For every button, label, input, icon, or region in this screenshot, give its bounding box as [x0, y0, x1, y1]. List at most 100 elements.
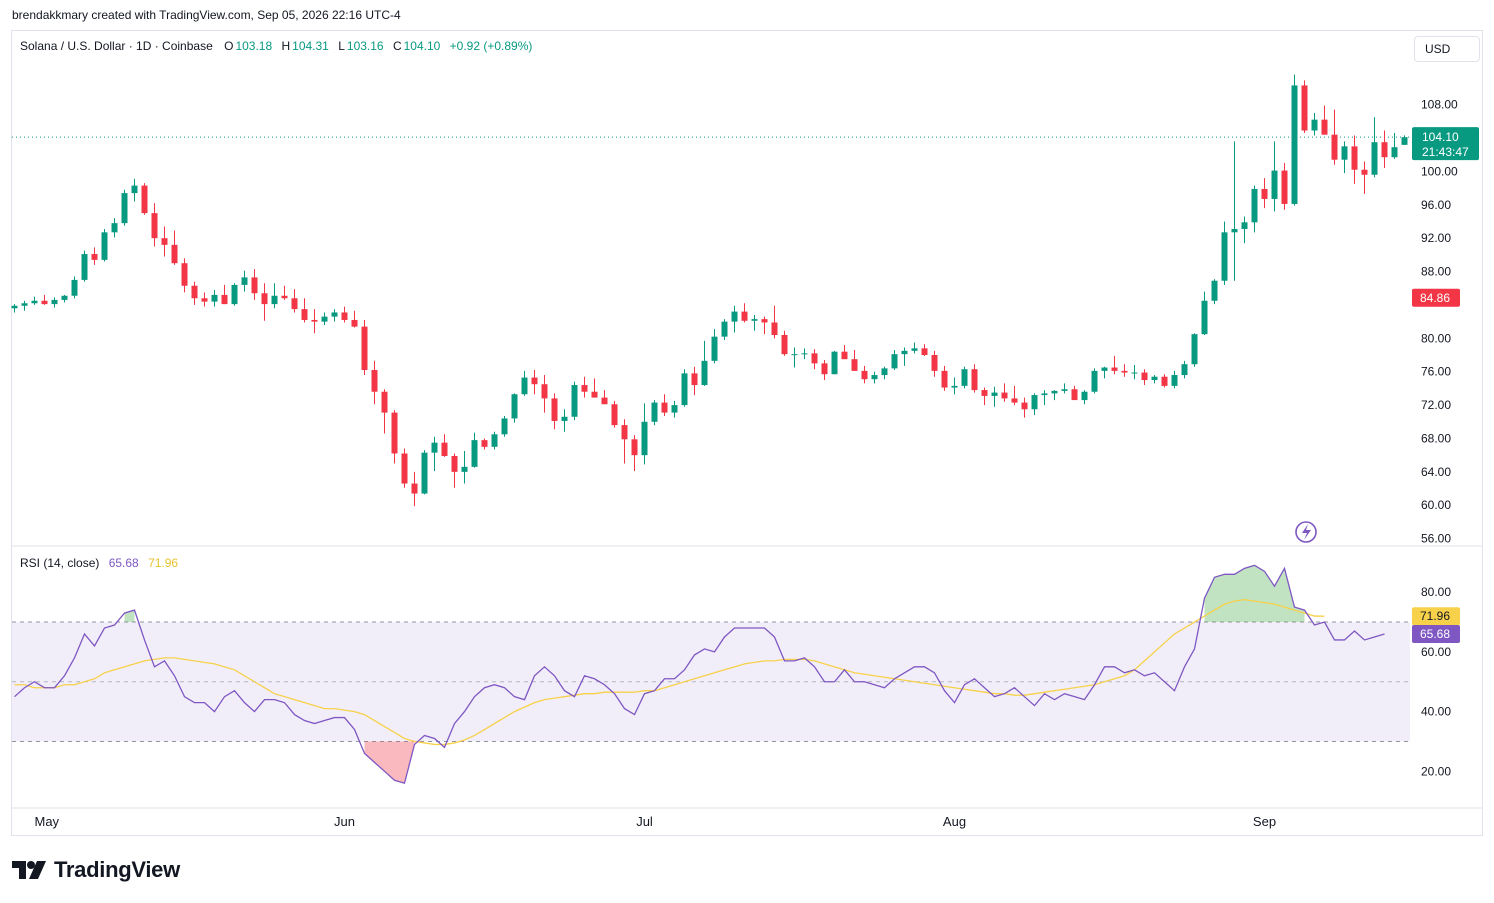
currency-button[interactable]: USD	[1414, 36, 1480, 62]
candle-body	[601, 397, 608, 405]
candle-body	[841, 351, 848, 360]
candle-body	[441, 442, 448, 456]
open-value: 103.18	[235, 39, 273, 53]
candle-body	[281, 295, 288, 299]
candle-body	[961, 369, 968, 386]
candle-body	[21, 303, 28, 306]
candle-body	[1101, 367, 1108, 371]
rsi-title[interactable]: RSI (14, close)	[20, 556, 100, 570]
candle-body	[161, 238, 168, 245]
rsi-ma-badge-label: 71.96	[1420, 609, 1450, 623]
high-value: 104.31	[292, 39, 329, 53]
time-axis-label: Sep	[1253, 814, 1276, 829]
candle-body	[121, 193, 128, 224]
candle-body	[1281, 170, 1288, 204]
candle-body	[911, 348, 918, 351]
last-price-label: 104.10	[1422, 130, 1459, 144]
candle-body	[301, 309, 308, 320]
candle-body	[591, 391, 598, 398]
candle-body	[1291, 85, 1298, 204]
candle-body	[861, 370, 868, 380]
candle-body	[711, 336, 718, 361]
candle-body	[871, 375, 878, 380]
candle-body	[1001, 392, 1008, 399]
candle-body	[481, 440, 488, 447]
time-axis-label: Aug	[943, 814, 966, 829]
candle-body	[581, 385, 588, 392]
candle-body	[931, 355, 938, 371]
candle-body	[941, 370, 948, 388]
candle-body	[851, 359, 858, 371]
candle-body	[991, 392, 998, 396]
tradingview-logo-icon	[12, 861, 46, 879]
candle-body	[11, 305, 18, 309]
chart-frame	[11, 30, 1483, 836]
candle-body	[1191, 334, 1198, 365]
rsi-ma-value: 71.96	[148, 556, 179, 570]
candle-body	[1021, 402, 1028, 410]
high-label: H	[281, 39, 291, 53]
candle-body	[1151, 376, 1158, 381]
candle-body	[611, 404, 618, 426]
price-axis-tick: 108.00	[1421, 98, 1458, 112]
candle-body	[1341, 146, 1348, 160]
candle-body	[41, 300, 48, 305]
price-axis-tick: 76.00	[1421, 365, 1451, 379]
candle-body	[801, 353, 808, 355]
time-axis-label: Jul	[636, 814, 653, 829]
candle-body	[191, 285, 198, 299]
candle-body	[171, 244, 178, 264]
candle-body	[921, 348, 928, 356]
candle-body	[81, 254, 88, 280]
symbol-title[interactable]: Solana / U.S. Dollar · 1D · Coinbase	[20, 39, 213, 53]
candle-body	[291, 298, 298, 310]
candle-body	[361, 326, 368, 371]
candle-body	[731, 311, 738, 322]
candle-body	[1221, 232, 1228, 281]
candle-body	[31, 300, 38, 304]
rsi-axis-tick: 80.00	[1421, 585, 1451, 599]
candle-body	[471, 440, 478, 467]
candle-body	[1211, 280, 1218, 301]
candle-body	[431, 442, 438, 453]
candle-body	[1241, 222, 1248, 229]
price-axis-tick: 64.00	[1421, 465, 1451, 479]
tradingview-logo-text: TradingView	[54, 857, 180, 882]
candle-body	[1361, 169, 1368, 175]
candle-body	[391, 412, 398, 454]
candle-body	[201, 298, 208, 302]
change-value: +0.92 (+0.89%)	[449, 39, 533, 53]
rsi-axis-tick: 60.00	[1421, 645, 1451, 659]
candle-body	[771, 322, 778, 335]
candle-body	[541, 384, 548, 399]
candle-body	[891, 354, 898, 369]
tradingview-logo[interactable]: TradingView	[12, 857, 180, 883]
candle-body	[451, 455, 458, 472]
candle-body	[781, 334, 788, 355]
candle-body	[761, 319, 768, 323]
rsi-ma-line	[14, 599, 1325, 746]
candle-body	[1091, 370, 1098, 392]
rsi-axis-tick: 40.00	[1421, 705, 1451, 719]
lightning-icon-bolt	[1302, 524, 1311, 540]
candle-body	[511, 394, 518, 419]
open-label: O	[224, 39, 234, 53]
candle-body	[341, 312, 348, 320]
candle-body	[1111, 367, 1118, 371]
candle-body	[1311, 119, 1318, 131]
candle-body	[461, 466, 468, 472]
alert-price-label: 84.86	[1420, 291, 1450, 305]
candle-body	[661, 402, 668, 413]
candle-body	[101, 232, 108, 260]
candle-body	[1371, 142, 1378, 175]
candle-body	[371, 370, 378, 392]
candle-body	[1351, 146, 1358, 170]
candle-body	[1041, 393, 1048, 396]
price-axis-tick: 72.00	[1421, 398, 1451, 412]
low-label: L	[338, 39, 345, 53]
candle-body	[1231, 228, 1238, 233]
candle-body	[1051, 390, 1058, 394]
rsi-legend: RSI (14, close) 65.68 71.96	[20, 556, 178, 570]
rsi-value: 65.68	[108, 556, 139, 570]
